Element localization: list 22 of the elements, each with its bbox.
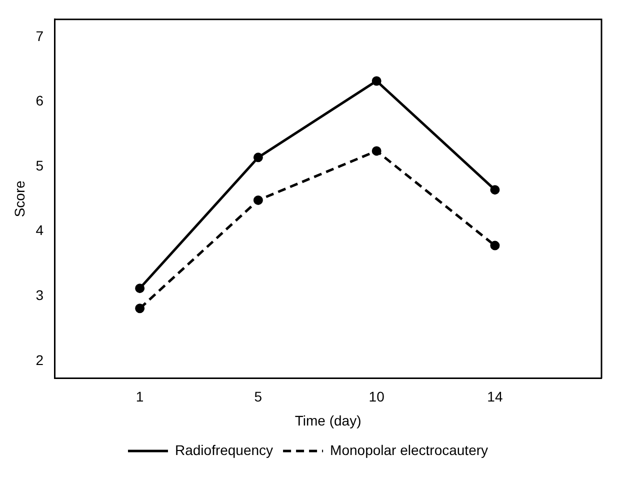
point [135, 304, 145, 314]
point [372, 76, 382, 86]
y-tick-label: 3 [36, 286, 44, 303]
point [372, 146, 382, 156]
x-tick-label: 5 [254, 388, 262, 405]
y-axis-title: Score [11, 180, 28, 218]
x-tick-label: 14 [487, 388, 503, 405]
point [253, 152, 263, 162]
y-tick-label: 2 [36, 352, 44, 368]
x-axis-title: Time (day) [294, 412, 362, 428]
point [253, 195, 263, 205]
y-tick-label: 6 [36, 92, 44, 109]
y-tick-label: 5 [36, 157, 44, 174]
y-tick-label: 7 [36, 28, 44, 44]
point [135, 284, 145, 294]
point [490, 240, 500, 250]
legend-label: Monopolar electrocautery [330, 442, 488, 458]
x-tick-label: 10 [368, 388, 385, 405]
legend-label: Radiofrequency [174, 442, 274, 458]
x-tick-label: 1 [136, 388, 144, 405]
point [490, 185, 500, 195]
y-tick-label: 4 [36, 222, 44, 238]
